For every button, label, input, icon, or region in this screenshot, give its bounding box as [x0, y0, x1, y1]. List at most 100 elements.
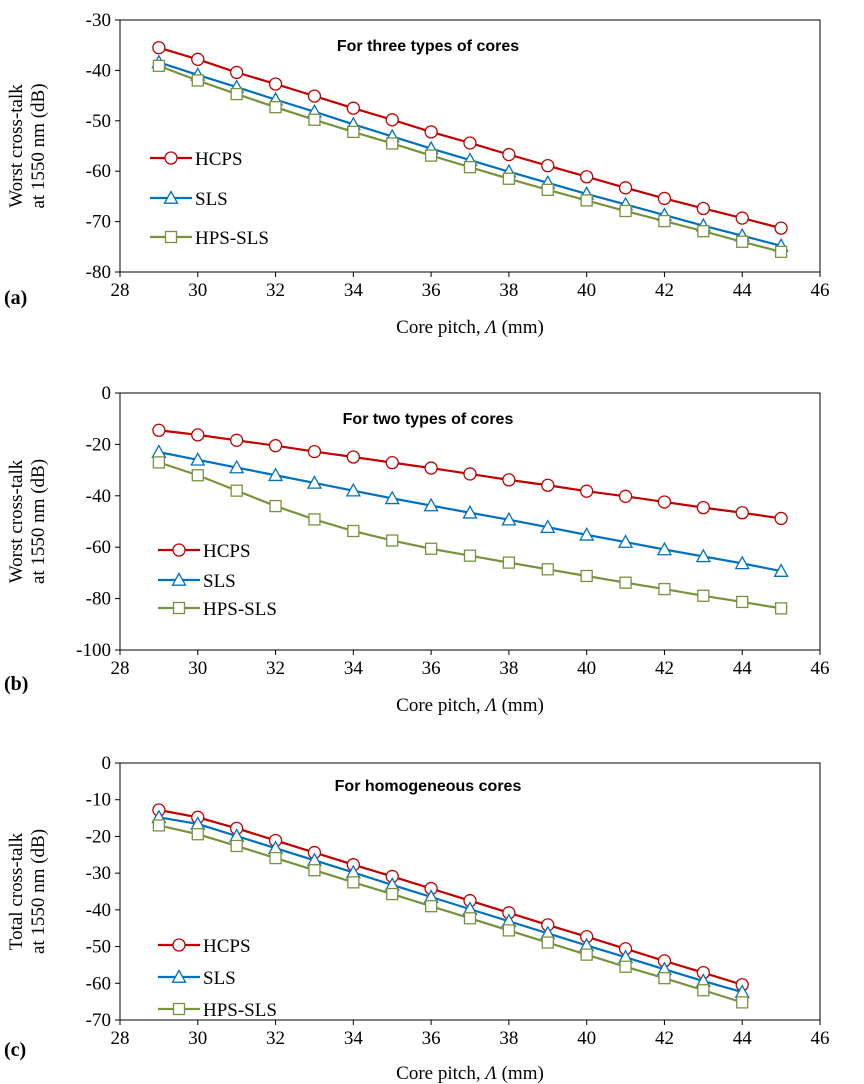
x-tick-label: 30: [188, 658, 207, 679]
data-point-hps-sls: [386, 137, 399, 150]
data-point-hcps: [502, 147, 516, 162]
data-point-hcps: [307, 444, 322, 459]
data-point-hcps: [618, 181, 633, 195]
data-point-hps-sls: [736, 235, 749, 248]
data-point-sls: [501, 511, 517, 526]
legend-label: HCPS: [203, 541, 251, 562]
chart-title: For two types of cores: [343, 411, 514, 428]
x-tick-label: 30: [188, 280, 207, 301]
legend-marker: [164, 230, 178, 244]
data-point-hps-sls: [308, 513, 321, 526]
x-tick-label: 36: [422, 1028, 441, 1049]
data-point-hps-sls: [424, 149, 438, 162]
data-point-hps-sls: [619, 204, 632, 218]
data-point-hps-sls: [463, 912, 477, 925]
data-point-hps-sls: [424, 542, 438, 555]
y-tick-label: -80: [86, 262, 111, 283]
data-point-hps-sls: [658, 582, 671, 596]
legend-marker: [172, 1002, 186, 1016]
x-tick-label: 42: [655, 280, 674, 301]
data-point-hps-sls: [580, 569, 593, 583]
data-point-hps-sls: [736, 595, 749, 609]
x-tick-label: 46: [811, 1028, 830, 1049]
data-point-hcps: [774, 511, 788, 526]
y-tick-label: -80: [86, 589, 111, 610]
data-point-hps-sls: [774, 602, 788, 615]
y-tick-label: -20: [86, 434, 111, 455]
x-tick-label: 34: [344, 658, 364, 679]
legend-marker: [171, 969, 187, 983]
legend-label: SLS: [203, 968, 236, 989]
series-line-sls: [158, 816, 743, 994]
series-line-hps-sls: [158, 824, 743, 1004]
data-point-hcps: [580, 484, 594, 498]
x-axis-label: Core pitch, Λ (mm): [396, 1063, 544, 1084]
panel-label: (a): [4, 287, 27, 309]
y-axis-label: Worst cross-talkat 1550 nm (dB): [6, 83, 49, 208]
data-point-hcps: [618, 489, 633, 503]
x-axis-label: Core pitch, Λ (mm): [396, 695, 544, 716]
y-tick-label: -20: [86, 826, 111, 847]
data-point-sls: [267, 467, 284, 482]
legend-label: SLS: [195, 189, 228, 210]
data-point-sls: [695, 548, 711, 563]
data-point-hps-sls: [619, 960, 632, 973]
data-point-hcps: [191, 52, 205, 66]
data-point-hps-sls: [269, 101, 282, 114]
chart-title: For three types of cores: [337, 38, 519, 55]
data-point-hcps: [541, 159, 555, 173]
data-point-hcps: [385, 455, 399, 470]
legend-marker: [171, 572, 187, 586]
legend-label: SLS: [203, 571, 236, 592]
data-point-hcps: [152, 423, 166, 437]
data-point-sls: [384, 490, 400, 505]
y-tick-label: -50: [86, 111, 111, 132]
data-point-hps-sls: [191, 828, 204, 841]
y-tick-label: -40: [86, 60, 111, 81]
y-tick-label: -30: [86, 863, 111, 884]
data-point-hps-sls: [347, 876, 360, 889]
data-point-hcps: [268, 439, 283, 453]
data-point-hps-sls: [502, 172, 516, 185]
data-point-sls: [540, 519, 556, 534]
x-tick-label: 44: [733, 280, 753, 301]
x-tick-label: 40: [577, 280, 596, 301]
data-point-sls: [734, 555, 750, 570]
data-point-hcps: [696, 201, 710, 216]
x-tick-label: 34: [344, 1028, 364, 1049]
data-point-hps-sls: [697, 984, 710, 997]
x-tick-label: 32: [266, 1028, 285, 1049]
x-tick-label: 40: [577, 658, 596, 679]
data-point-sls: [229, 459, 245, 474]
data-point-hcps: [735, 506, 749, 520]
x-tick-label: 28: [111, 280, 130, 301]
plot-frame: [119, 392, 821, 651]
legend-marker: [172, 543, 186, 557]
data-point-hps-sls: [463, 549, 477, 562]
x-tick-label: 46: [811, 280, 830, 301]
panel-label: (c): [4, 1039, 26, 1061]
data-point-hps-sls: [386, 534, 399, 547]
data-point-sls: [579, 527, 595, 541]
data-point-hps-sls: [269, 851, 282, 865]
data-point-hps-sls: [541, 936, 554, 949]
data-point-sls: [151, 444, 167, 458]
x-tick-label: 30: [188, 1028, 207, 1049]
y-tick-label: -100: [76, 640, 111, 661]
data-point-hps-sls: [541, 183, 554, 196]
data-point-sls: [656, 541, 673, 556]
data-point-hps-sls: [152, 819, 166, 832]
legend-label: HPS-SLS: [195, 228, 269, 249]
data-point-hcps: [580, 170, 594, 184]
x-tick-label: 44: [733, 1028, 753, 1049]
data-point-hps-sls: [502, 924, 516, 937]
data-point-hcps: [657, 495, 672, 509]
legend-label: HCPS: [195, 149, 243, 170]
y-tick-label: 0: [102, 753, 112, 774]
data-point-hcps: [502, 473, 516, 487]
y-tick-label: -40: [86, 486, 111, 507]
data-point-hcps: [230, 65, 244, 80]
data-point-hcps: [696, 500, 710, 515]
y-axis-label: Worst cross-talkat 1550 nm (dB): [6, 459, 49, 584]
